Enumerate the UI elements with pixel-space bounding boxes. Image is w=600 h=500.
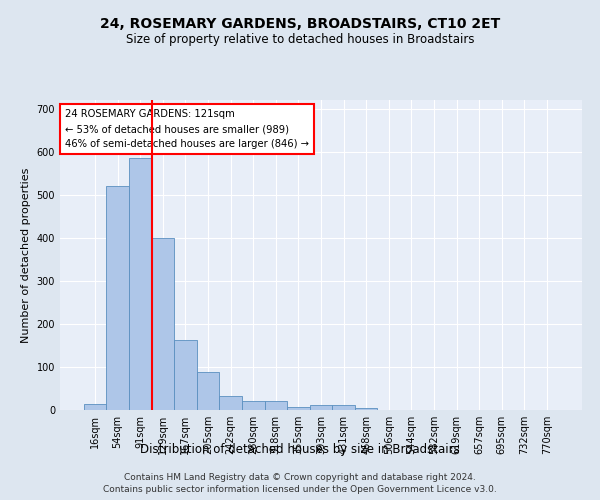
Bar	[220, 396, 242, 410]
Bar	[84, 404, 106, 410]
Bar	[174, 340, 197, 410]
Text: Size of property relative to detached houses in Broadstairs: Size of property relative to detached ho…	[126, 32, 474, 46]
Bar	[197, 372, 220, 410]
Text: 24 ROSEMARY GARDENS: 121sqm
← 53% of detached houses are smaller (989)
46% of se: 24 ROSEMARY GARDENS: 121sqm ← 53% of det…	[65, 110, 309, 149]
Text: Distribution of detached houses by size in Broadstairs: Distribution of detached houses by size …	[140, 442, 460, 456]
Bar	[242, 402, 265, 410]
Bar	[310, 406, 332, 410]
Text: 24, ROSEMARY GARDENS, BROADSTAIRS, CT10 2ET: 24, ROSEMARY GARDENS, BROADSTAIRS, CT10 …	[100, 18, 500, 32]
Bar	[265, 402, 287, 410]
Bar	[355, 408, 377, 410]
Bar	[129, 158, 152, 410]
Y-axis label: Number of detached properties: Number of detached properties	[21, 168, 31, 342]
Bar	[287, 406, 310, 410]
Text: Contains public sector information licensed under the Open Government Licence v3: Contains public sector information licen…	[103, 485, 497, 494]
Bar	[152, 238, 174, 410]
Bar	[106, 186, 129, 410]
Text: Contains HM Land Registry data © Crown copyright and database right 2024.: Contains HM Land Registry data © Crown c…	[124, 472, 476, 482]
Bar	[332, 406, 355, 410]
